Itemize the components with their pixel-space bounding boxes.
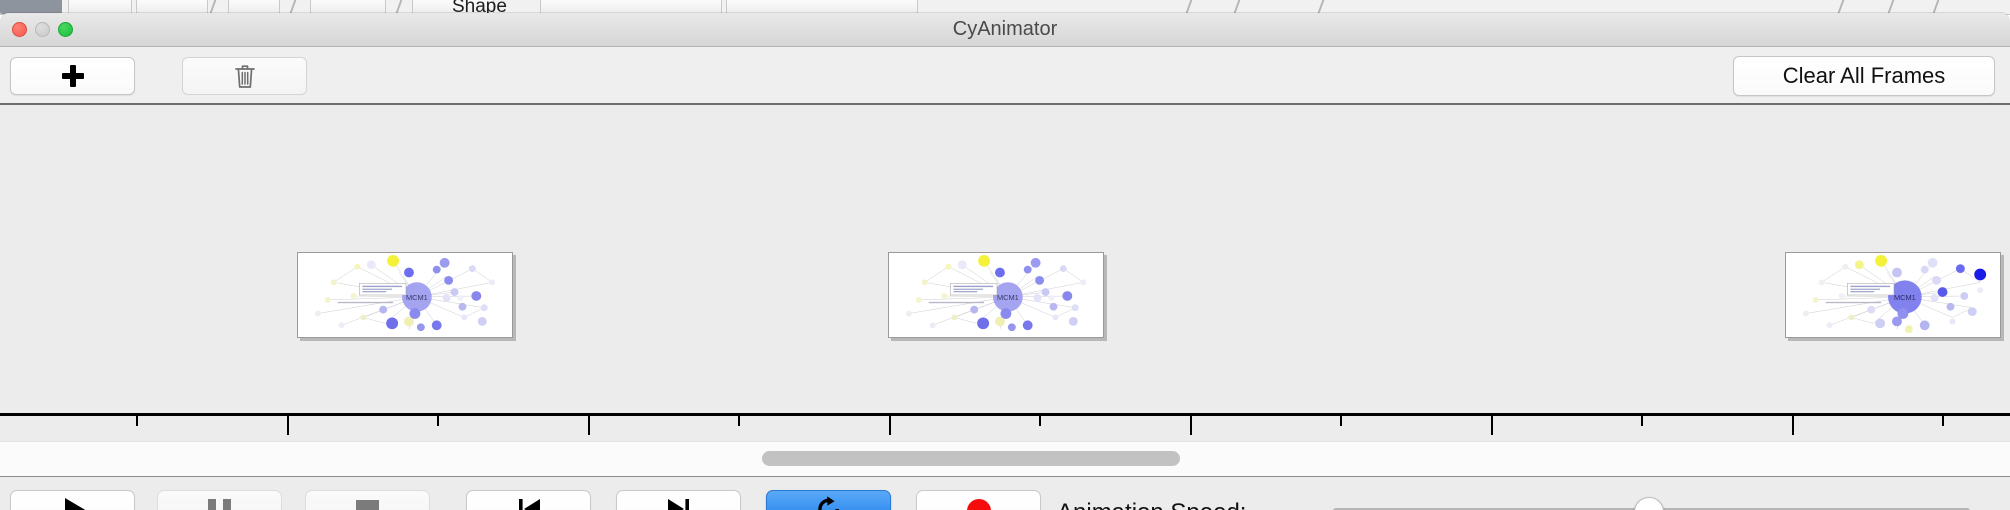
skip-end-icon [665, 496, 693, 510]
play-icon [64, 498, 87, 510]
axis-tick-major [1792, 416, 1794, 435]
axis-tick-major [1491, 416, 1493, 435]
network-thumbnail-image: MCM1 [298, 253, 512, 337]
axis-tick-minor [437, 416, 439, 426]
timeline-scrollbar[interactable] [0, 441, 2010, 477]
background-chip [228, 0, 280, 14]
axis-tick-label: 14 [576, 437, 603, 441]
axis-tick-label: 17 [1479, 437, 1506, 441]
axis-tick-label: 2 [0, 437, 9, 441]
record-icon [966, 499, 991, 510]
background-window-strip: Shape [0, 0, 2010, 15]
network-thumbnail-image: MCM1 [889, 253, 1103, 337]
background-tick [289, 0, 297, 13]
frame-toolbar: Clear All Frames [0, 47, 2010, 105]
axis-tick-major [588, 416, 590, 435]
axis-tick-label: 16 [1178, 437, 1205, 441]
record-button[interactable] [916, 490, 1041, 510]
axis-tick-major [1190, 416, 1192, 435]
background-tick [1233, 0, 1241, 13]
axis-tick-minor [1942, 416, 1944, 426]
background-window-label: Shape [452, 0, 507, 13]
play-button[interactable] [10, 490, 135, 510]
window-traffic-lights [12, 22, 73, 37]
background-tick [1932, 0, 1940, 13]
title-bar: CyAnimator [0, 13, 2010, 47]
skip-to-end-button[interactable] [616, 490, 741, 510]
svg-text:MCM1: MCM1 [997, 293, 1019, 302]
delete-frame-button[interactable] [182, 57, 307, 95]
axis-tick-label: 15 [877, 437, 904, 441]
background-tick [1185, 0, 1193, 13]
background-chip [310, 0, 386, 14]
cyanimator-window: CyAnimator Clear All Frames [0, 13, 2010, 510]
axis-tick-label: 13 [275, 437, 302, 441]
axis-tick-minor [1039, 416, 1041, 426]
window-title: CyAnimator [952, 18, 1058, 40]
axis-tick-label: 18 [1780, 437, 1807, 441]
animation-speed-label: Animation Speed: [1057, 499, 1246, 510]
stop-icon [356, 499, 379, 510]
background-chip [0, 0, 62, 14]
svg-text:MCM1: MCM1 [1894, 293, 1916, 302]
timeline-axis [0, 413, 2010, 416]
plus-icon [60, 63, 86, 89]
minimize-icon[interactable] [35, 22, 50, 37]
keyframe-thumbnail[interactable]: MCM1 [297, 252, 513, 338]
clear-all-frames-button[interactable]: Clear All Frames [1733, 56, 1995, 96]
scrollbar-thumb[interactable] [762, 451, 1180, 466]
background-tick [1837, 0, 1845, 13]
axis-tick-minor [1641, 416, 1643, 426]
skip-to-start-button[interactable] [466, 490, 591, 510]
axis-tick-minor [738, 416, 740, 426]
background-chip [540, 0, 722, 14]
clear-all-frames-label: Clear All Frames [1782, 63, 1946, 88]
timeline-panel[interactable]: MCM1 [0, 105, 2010, 441]
background-tick [395, 0, 403, 13]
skip-start-icon [515, 496, 543, 510]
playback-controls: Animation Speed: [0, 477, 2010, 510]
axis-tick-major [287, 416, 289, 435]
background-chip [726, 0, 918, 14]
network-thumbnail-image: MCM1 [1786, 253, 2000, 337]
loop-icon [814, 494, 844, 510]
trash-icon [234, 63, 256, 89]
background-tick [209, 0, 217, 13]
pause-button[interactable] [157, 490, 282, 510]
background-chip [412, 0, 494, 14]
background-tick [1887, 0, 1895, 13]
background-chip [136, 0, 208, 14]
zoom-icon[interactable] [58, 22, 73, 37]
loop-button[interactable] [766, 490, 891, 510]
stop-button[interactable] [305, 490, 430, 510]
axis-tick-minor [1340, 416, 1342, 426]
background-tick [1317, 0, 1325, 13]
close-icon[interactable] [12, 22, 27, 37]
add-frame-button[interactable] [10, 57, 135, 95]
animation-speed-slider-thumb[interactable] [1634, 497, 1664, 510]
keyframe-thumbnail[interactable]: MCM1 [888, 252, 1104, 338]
keyframe-thumbnail[interactable]: MCM1 [1785, 252, 2001, 338]
axis-tick-major [889, 416, 891, 435]
background-chip [68, 0, 132, 14]
axis-tick-minor [136, 416, 138, 426]
svg-text:MCM1: MCM1 [406, 293, 428, 302]
pause-icon [208, 499, 231, 510]
